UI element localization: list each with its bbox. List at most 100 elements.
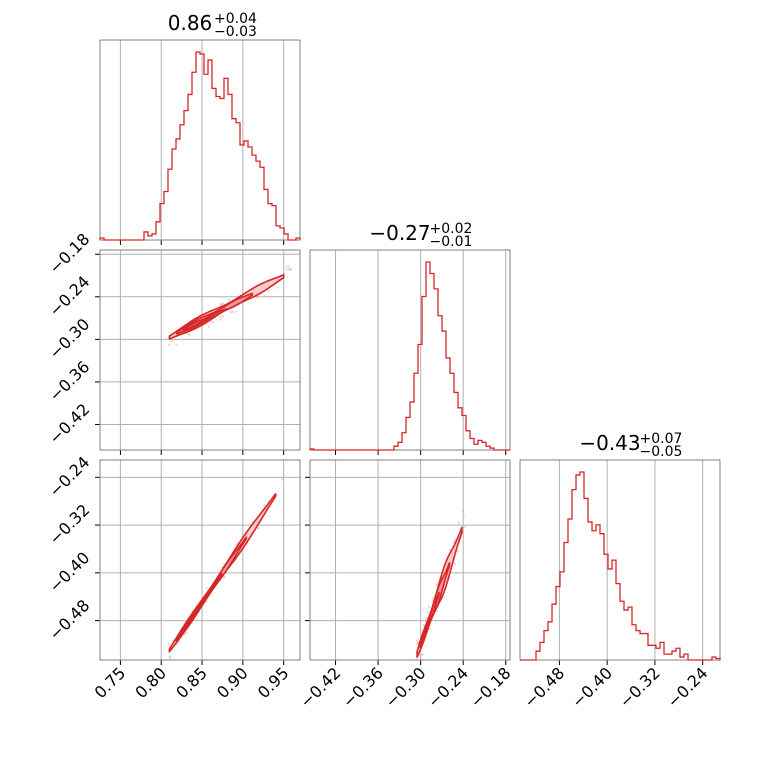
density-2-1 bbox=[415, 510, 466, 659]
title-plus-2: +0.07 bbox=[640, 431, 683, 447]
point-2-53 bbox=[456, 550, 459, 553]
point-2-8 bbox=[435, 583, 438, 586]
y-tick-label-1-0: −0.42 bbox=[45, 400, 93, 448]
point-0-47 bbox=[221, 302, 224, 305]
point-2-28 bbox=[452, 541, 455, 544]
point-2-54 bbox=[425, 617, 428, 620]
point-0-57 bbox=[175, 343, 178, 347]
panel-0-0 bbox=[99, 39, 301, 245]
y-tick-label-1-4: −0.18 bbox=[45, 229, 93, 277]
point-0-13 bbox=[228, 298, 231, 302]
y-tick-label-2-1: −0.40 bbox=[45, 548, 93, 596]
y-tick-label-1-3: −0.24 bbox=[45, 272, 93, 320]
point-0-37 bbox=[256, 296, 259, 299]
title-2: −0.43 bbox=[579, 431, 640, 455]
point-2-56 bbox=[462, 510, 465, 513]
title-minus-2: −0.05 bbox=[640, 444, 683, 460]
point-0-59 bbox=[286, 265, 290, 268]
point-2-42 bbox=[457, 521, 460, 524]
point-0-2 bbox=[221, 315, 225, 318]
point-1-7 bbox=[185, 631, 188, 634]
x-tick-label-2-2: −0.32 bbox=[616, 663, 664, 711]
x-tick-label-1-4: −0.18 bbox=[466, 663, 514, 711]
contour-2-2 bbox=[421, 591, 440, 641]
panel-frame-2-2 bbox=[519, 459, 721, 661]
point-0-19 bbox=[285, 267, 288, 271]
y-tick-label-2-2: −0.32 bbox=[45, 500, 93, 548]
title-plus-0: +0.04 bbox=[214, 11, 257, 27]
point-2-44 bbox=[426, 611, 429, 614]
point-0-29 bbox=[288, 267, 291, 271]
grid-2-1 bbox=[310, 460, 510, 660]
point-1-47 bbox=[257, 527, 260, 530]
point-1-9 bbox=[205, 587, 208, 590]
point-0-56 bbox=[211, 321, 215, 324]
panel-frame-1-0 bbox=[99, 249, 301, 451]
x-tick-label-2-0: −0.48 bbox=[520, 663, 568, 711]
density-2-0 bbox=[167, 478, 284, 659]
y-tick-label-1-2: −0.30 bbox=[45, 315, 93, 363]
x-tick-label-0-0: 0.75 bbox=[91, 663, 130, 702]
point-0-11 bbox=[267, 289, 270, 292]
panel-frame-0-0 bbox=[99, 39, 301, 241]
point-1-6 bbox=[168, 656, 172, 659]
y-tick-label-1-1: −0.36 bbox=[45, 357, 93, 405]
point-1-53 bbox=[167, 642, 170, 645]
x-tick-label-0-1: 0.80 bbox=[131, 663, 170, 702]
point-1-40 bbox=[263, 504, 266, 507]
panel-1-0 bbox=[95, 249, 301, 455]
panel-1-1 bbox=[309, 249, 511, 455]
x-tick-label-1-3: −0.24 bbox=[424, 663, 472, 711]
point-2-23 bbox=[463, 525, 466, 529]
point-2-1 bbox=[415, 639, 418, 642]
x-tick-label-1-2: −0.30 bbox=[381, 663, 429, 711]
title-minus-0: −0.03 bbox=[214, 24, 257, 40]
point-0-51 bbox=[219, 318, 223, 321]
panel-2-1 bbox=[305, 459, 511, 665]
histogram-2 bbox=[520, 471, 721, 661]
point-0-54 bbox=[231, 310, 234, 314]
point-0-45 bbox=[262, 294, 266, 298]
x-tick-label-1-0: −0.42 bbox=[296, 663, 344, 711]
y-tick-label-2-3: −0.24 bbox=[45, 453, 93, 501]
point-2-43 bbox=[431, 597, 434, 600]
x-tick-label-1-1: −0.36 bbox=[339, 663, 387, 711]
histogram-1 bbox=[309, 261, 510, 451]
title-plus-1: +0.02 bbox=[430, 221, 473, 237]
contour-0-2 bbox=[182, 308, 227, 331]
x-tick-label-0-3: 0.90 bbox=[213, 663, 252, 702]
x-tick-label-2-3: −0.24 bbox=[663, 663, 711, 711]
point-0-12 bbox=[188, 333, 191, 336]
point-0-35 bbox=[276, 286, 280, 289]
point-2-47 bbox=[420, 653, 424, 656]
point-2-20 bbox=[453, 562, 456, 565]
point-0-14 bbox=[210, 320, 213, 323]
grid-0-0 bbox=[119, 40, 285, 240]
x-tick-label-0-2: 0.85 bbox=[172, 663, 211, 702]
grid-2-0 bbox=[100, 460, 300, 660]
point-2-58 bbox=[422, 624, 426, 627]
point-1-49 bbox=[221, 565, 224, 569]
point-0-26 bbox=[219, 316, 222, 319]
grid-1-0 bbox=[100, 250, 300, 450]
title-minus-1: −0.01 bbox=[430, 234, 473, 250]
point-1-26 bbox=[222, 562, 226, 566]
point-0-17 bbox=[208, 325, 211, 328]
point-2-27 bbox=[417, 641, 420, 644]
contour-1-2 bbox=[181, 572, 223, 633]
x-tick-label-0-4: 0.95 bbox=[254, 663, 293, 702]
point-1-4 bbox=[183, 633, 187, 636]
point-2-50 bbox=[428, 627, 432, 630]
point-1-48 bbox=[223, 576, 226, 579]
panel-frame-2-0 bbox=[99, 459, 301, 661]
point-2-16 bbox=[454, 538, 457, 541]
point-0-34 bbox=[235, 310, 238, 313]
title-1: −0.27 bbox=[369, 221, 430, 245]
point-2-21 bbox=[462, 514, 465, 517]
grid-1-1 bbox=[335, 250, 507, 450]
panel-2-0 bbox=[95, 459, 301, 665]
point-0-50 bbox=[171, 340, 174, 343]
point-0-0 bbox=[168, 343, 171, 346]
panel-frame-2-1 bbox=[309, 459, 511, 661]
